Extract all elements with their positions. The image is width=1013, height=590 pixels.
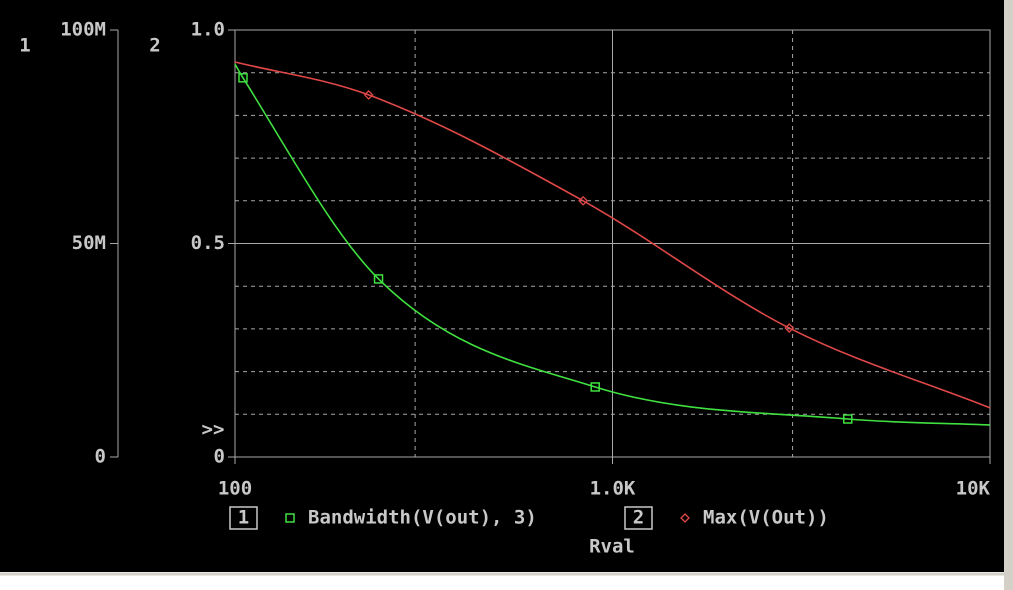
- data-marker: [238, 73, 248, 83]
- y-tick-label: 100M: [60, 19, 106, 41]
- data-marker: [590, 382, 600, 392]
- data-marker: [363, 89, 374, 100]
- legend-number: 1: [238, 507, 249, 529]
- axis-cursor: >>: [202, 419, 225, 441]
- y2-axis-number: 2: [149, 35, 160, 57]
- x-tick-label: 10K: [956, 478, 991, 500]
- legend-box: [229, 506, 258, 530]
- plot-frame: [234, 29, 991, 458]
- legend-label: Max(V(Out)): [703, 507, 829, 529]
- data-marker: [843, 414, 853, 424]
- data-marker: [373, 274, 384, 284]
- y-tick-label: 50M: [72, 232, 106, 254]
- x-tick-label: 1.0K: [590, 478, 636, 500]
- x-tick-label: 100: [218, 478, 252, 500]
- y2-tick-label: 1.0: [191, 19, 225, 41]
- y-tick-label: 0: [95, 446, 106, 468]
- legend-box: [624, 506, 653, 530]
- y2-tick-label: 0.5: [191, 232, 225, 254]
- y-axis-number: 1: [19, 35, 30, 57]
- data-marker: [285, 513, 295, 523]
- window-border: [1004, 0, 1013, 590]
- x-axis-label: Rval: [589, 536, 635, 558]
- series-line: [234, 63, 991, 426]
- data-marker: [578, 195, 589, 206]
- legend-label: Bandwidth(V(out), 3): [308, 507, 537, 529]
- data-marker: [784, 323, 795, 333]
- data-marker: [680, 513, 690, 523]
- y2-tick-label: 0: [214, 446, 225, 468]
- series-line: [234, 61, 991, 409]
- legend-number: 2: [633, 507, 644, 529]
